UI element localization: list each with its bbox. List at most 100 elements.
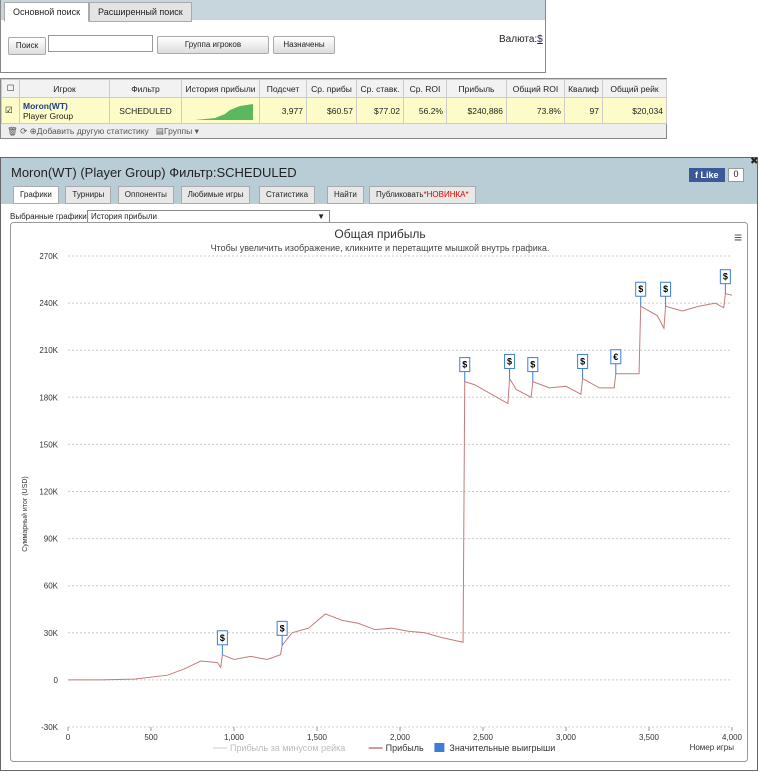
x-tick-label: 4,000 (722, 733, 743, 742)
win-flag-label: $ (220, 633, 225, 643)
tab-label: Найти (334, 190, 357, 199)
player[interactable]: Moron(WT) (23, 100, 68, 111)
legend-label: Значительные выигрыши (449, 743, 555, 753)
chart-frame (10, 222, 748, 762)
y-axis-label: Суммарный итог (USD) (21, 476, 29, 552)
column-header: Общий ROI (506, 79, 565, 98)
panel-tab[interactable]: Графики (13, 186, 59, 204)
win-flag (504, 353, 516, 369)
add-stat[interactable]: Добавить другую статистику (36, 126, 149, 136)
x-tick-label: 0 (66, 733, 71, 742)
groups[interactable]: Группы (163, 126, 193, 136)
win-flag-label: $ (723, 272, 728, 282)
win-flag (216, 630, 228, 646)
like-button[interactable]: f Like (689, 168, 725, 182)
column-header: Квалиф (564, 79, 603, 98)
search-button[interactable]: Поиск (8, 37, 46, 55)
panel-tab[interactable]: Оппоненты (117, 186, 174, 204)
legend-label: Прибыль (386, 743, 424, 753)
win-flag-label: $ (462, 360, 467, 370)
tab[interactable]: Основной поиск (4, 2, 90, 22)
column-header: Ср. прибы (306, 79, 357, 98)
y-tick-label: 150K (39, 440, 58, 449)
y-tick-label: -30K (41, 723, 59, 732)
win-flag (635, 281, 647, 297)
like-label: Like (700, 170, 719, 180)
column-header: Общий рейк (602, 79, 667, 98)
y-tick-label: 90K (44, 535, 59, 544)
tab-label: Любимые игры (187, 190, 244, 199)
stats-table: ☐ Игрок Фильтр История прибыли Подсчет Ср. пр… (0, 78, 667, 139)
panel-tab[interactable]: Турниры (65, 186, 112, 204)
search-input[interactable] (48, 35, 153, 52)
y-tick-label: 120K (39, 488, 58, 497)
y-tick-label: 60K (44, 582, 59, 591)
y-tick-label: 240K (39, 299, 58, 308)
column-header: Подсчет (259, 79, 307, 98)
column-header: Ср. ставк. (356, 79, 404, 98)
checkbox-header[interactable]: ☐ (1, 79, 20, 98)
x-tick-label: 1,000 (224, 733, 245, 742)
group: Player Group (23, 110, 74, 121)
cell: $240,886 (446, 97, 507, 124)
win-flag (527, 357, 539, 373)
win-flag (660, 281, 672, 297)
cell: 3,977 (259, 97, 307, 124)
currency: Валюта:$ (499, 34, 543, 45)
win-flag-label: $ (507, 356, 512, 366)
select-value: История прибыли (91, 212, 157, 221)
cell: $20,034 (602, 97, 667, 124)
group-select[interactable]: Группа игроков (157, 36, 269, 54)
close[interactable]: ✖ (750, 156, 759, 167)
win-flag (577, 353, 589, 369)
x-tick-label: 2,500 (473, 733, 494, 742)
cell: 73.8% (506, 97, 565, 124)
x-tick-label: 3,000 (556, 733, 577, 742)
currency-link[interactable]: $ (537, 34, 543, 45)
x-axis-label: Номер игры (690, 743, 735, 752)
chart-subtitle: Чтобы увеличить изображение, кликните и … (211, 243, 550, 253)
chart-title: Общая прибыль (334, 227, 425, 241)
panel-tab[interactable]: Любимые игры (180, 186, 251, 204)
checkbox[interactable]: ☑ (1, 97, 20, 124)
y-tick-label: 180K (39, 393, 58, 402)
x-tick-label: 500 (144, 733, 158, 742)
tab-label: Статистика (266, 190, 309, 199)
chart: Общая прибыль Чтобы увеличить изображени… (10, 222, 748, 762)
y-tick-label: 0 (54, 676, 59, 685)
search-panel: Основной поиск Расширенный поиск Поиск Г… (0, 0, 546, 73)
x-tick-label: 2,000 (390, 733, 411, 742)
tab-label: Публиковать (376, 190, 424, 199)
menu-icon[interactable]: ≡ (734, 229, 742, 245)
cell: 97 (564, 97, 603, 124)
table-footer: 🗑 ⟳ ⊕Добавить другую статистику ▤Группы … (1, 124, 666, 138)
panel-tab[interactable]: Публиковать*НОВИНКА* (369, 186, 476, 204)
column-header: Игрок (19, 79, 110, 98)
win-flag (719, 269, 731, 285)
panel-tab[interactable]: Статистика (259, 186, 316, 204)
like-count: 0 (728, 168, 744, 182)
win-flag (610, 349, 622, 365)
tab-label: Турниры (72, 190, 105, 199)
legend-swatch (434, 743, 445, 752)
column-header: Прибыль (446, 79, 507, 98)
win-flag (459, 357, 471, 373)
x-tick-label: 3,500 (639, 733, 660, 742)
cell: $60.57 (306, 97, 357, 124)
assigned-select[interactable]: Назначены (273, 36, 335, 54)
column-header: Фильтр (109, 79, 182, 98)
new-badge: *НОВИНКА* (423, 190, 469, 199)
win-flag-label: $ (638, 284, 643, 294)
cell: 56.2% (403, 97, 447, 124)
win-flag-label: $ (530, 360, 535, 370)
panel-tab[interactable]: Найти (327, 186, 364, 204)
panel-title: Moron(WT) (Player Group) Фильтр:SCHEDULE… (11, 165, 297, 180)
win-flag-label: $ (580, 356, 585, 366)
tab[interactable]: Расширенный поиск (89, 2, 192, 22)
win-flag-label: $ (280, 623, 285, 633)
y-tick-label: 210K (39, 346, 58, 355)
column-header: История прибыли (181, 79, 260, 98)
tab-label: Графики (20, 190, 52, 199)
win-flag (276, 620, 288, 636)
